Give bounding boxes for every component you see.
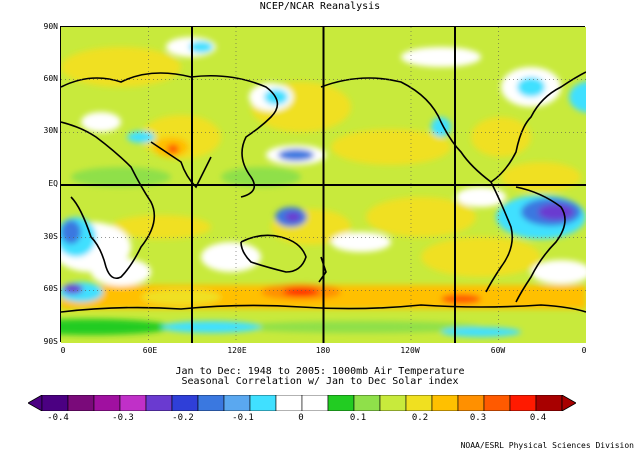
colorbar [28,395,576,411]
colorbar-bin [379,395,407,411]
credit-text: NOAA/ESRL Physical Sciences Division [460,441,634,450]
colorbar-bin [457,395,485,411]
coastlines [60,71,587,313]
lat-label: EQ [48,179,58,188]
colorbar-bin [431,395,459,411]
lon-label: 60E [142,346,158,355]
lon-label: 60W [490,346,506,355]
colorbar-bin [535,395,563,411]
colorbar-high-arrow [561,395,576,411]
lat-label: 90S [43,337,58,346]
chart-title: NCEP/NCAR Reanalysis [259,1,381,12]
colorbar-bin [67,395,95,411]
caption-line-2: Seasonal Correlation w/ Jan to Dec Solar… [181,376,459,387]
colorbar-tick-label: -0.4 [47,413,69,423]
lon-label: 180 [315,346,331,355]
correlation-map [11,26,613,343]
colorbar-bin [223,395,251,411]
lat-label: 90N [43,22,58,31]
colorbar-bin [119,395,147,411]
colorbar-bin [197,395,225,411]
lon-label: 0 [581,346,587,355]
map-svg [11,27,613,343]
colorbar-bin [327,395,355,411]
lat-label: 60N [43,74,58,83]
colorbar-tick-label: -0.3 [112,413,134,423]
colorbar-bin [405,395,433,411]
colorbar-bin [301,395,329,411]
colorbar-tick-label: 0.2 [411,413,429,423]
lon-label: 0 [60,346,66,355]
lat-label: 60S [43,284,58,293]
colorbar-tick-label: 0 [298,413,304,423]
colorbar-bin [509,395,537,411]
caption-line-1: Jan to Dec: 1948 to 2005: 1000mb Air Tem… [175,366,465,377]
colorbar-bin [249,395,277,411]
colorbar-bin [93,395,121,411]
colorbar-bin [41,395,69,411]
colorbar-tick-label: 0.4 [529,413,547,423]
colorbar-bin [171,395,199,411]
lon-label: 120E [227,346,247,355]
reference-lines [61,27,586,343]
colorbar-bin [145,395,173,411]
colorbar-bin [275,395,303,411]
colorbar-tick-label: -0.2 [172,413,194,423]
colorbar-tick-label: 0.3 [469,413,487,423]
colorbar-tick-label: -0.1 [232,413,254,423]
colorbar-tick-label: 0.1 [349,413,367,423]
lat-label: 30N [43,126,58,135]
colorbar-low-arrow [28,395,43,411]
graticule [61,27,586,343]
colorbar-bin [353,395,381,411]
lon-label: 120W [400,346,420,355]
lat-label: 30S [43,232,58,241]
colorbar-bin [483,395,511,411]
